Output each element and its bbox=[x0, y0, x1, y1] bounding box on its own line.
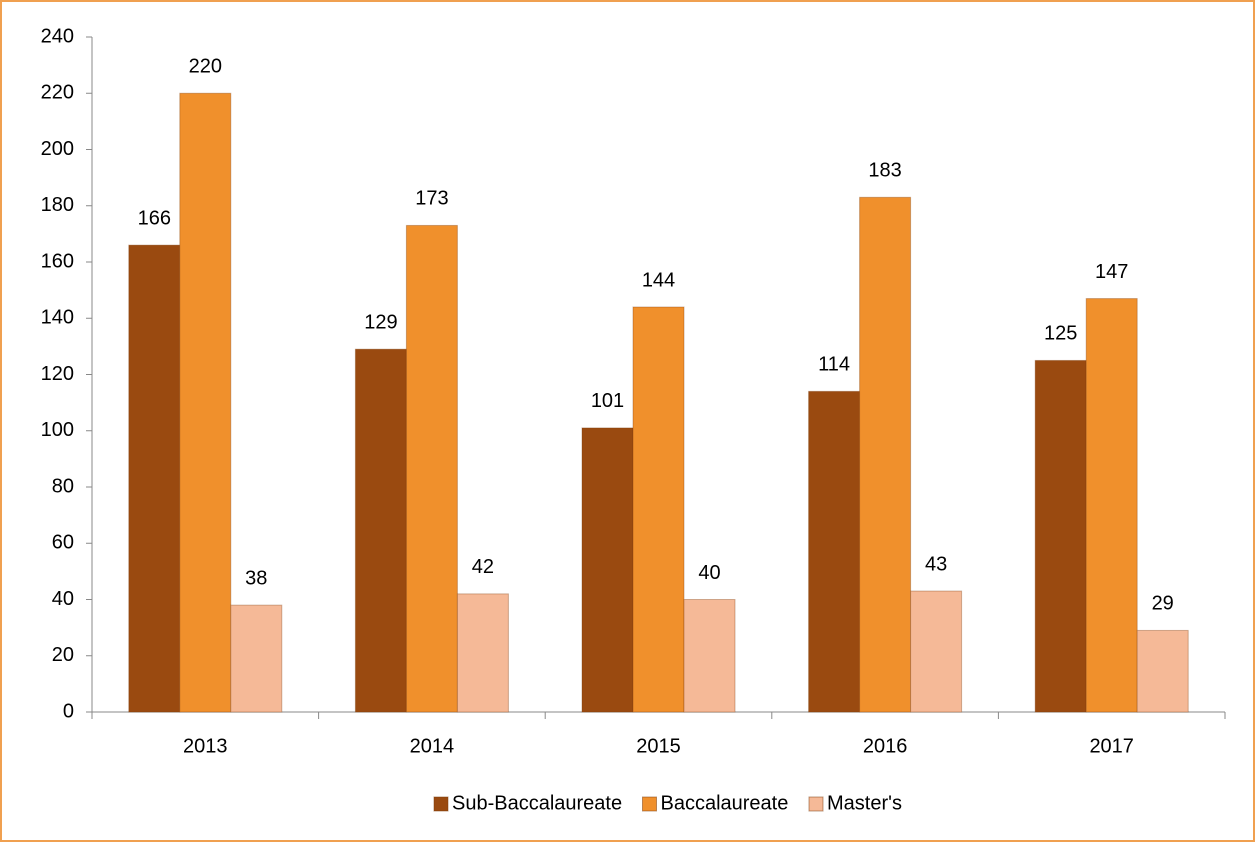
data-label: 183 bbox=[868, 160, 901, 182]
legend-label: Sub-Baccalaureate bbox=[452, 792, 622, 814]
data-label: 114 bbox=[818, 354, 850, 376]
bar bbox=[1034, 359, 1087, 713]
data-label: 38 bbox=[245, 567, 267, 589]
y-tick-label: 200 bbox=[41, 138, 74, 160]
y-tick-label: 40 bbox=[52, 588, 74, 610]
data-label: 147 bbox=[1095, 261, 1128, 283]
bar bbox=[1136, 629, 1189, 713]
bar bbox=[581, 427, 634, 713]
legend-swatch bbox=[642, 796, 657, 812]
y-tick-label: 60 bbox=[52, 532, 74, 554]
x-tick-label: 2013 bbox=[183, 735, 228, 757]
x-tick-label: 2016 bbox=[863, 735, 908, 757]
y-tick-label: 120 bbox=[41, 363, 74, 385]
data-label: 29 bbox=[1152, 593, 1174, 615]
bar bbox=[456, 593, 509, 713]
y-tick-label: 100 bbox=[41, 419, 74, 441]
bar bbox=[910, 590, 963, 713]
bar bbox=[808, 390, 861, 713]
legend-label: Baccalaureate bbox=[661, 792, 789, 814]
bar bbox=[405, 224, 458, 713]
bar bbox=[632, 306, 685, 713]
data-label: 125 bbox=[1044, 323, 1077, 345]
y-tick-label: 80 bbox=[52, 475, 74, 497]
y-tick-label: 160 bbox=[41, 250, 74, 272]
x-tick-label: 2014 bbox=[410, 735, 455, 757]
y-tick-label: 180 bbox=[41, 194, 74, 216]
data-label: 166 bbox=[138, 207, 171, 229]
legend-swatch bbox=[808, 796, 824, 812]
bar bbox=[859, 196, 912, 713]
bar bbox=[1085, 298, 1138, 713]
x-tick-label: 2015 bbox=[636, 735, 681, 757]
legend-label: Master's bbox=[827, 792, 902, 814]
bar bbox=[230, 604, 283, 713]
bar bbox=[179, 92, 232, 713]
y-tick-label: 0 bbox=[63, 700, 74, 722]
x-tick-label: 2017 bbox=[1089, 735, 1134, 757]
bar bbox=[354, 348, 407, 713]
data-label: 144 bbox=[642, 269, 675, 291]
data-label: 129 bbox=[364, 311, 397, 333]
y-tick-label: 140 bbox=[41, 307, 74, 329]
bar bbox=[128, 244, 181, 713]
data-label: 220 bbox=[189, 56, 222, 78]
y-tick-label: 20 bbox=[52, 644, 74, 666]
data-label: 101 bbox=[591, 390, 624, 412]
y-tick-label: 220 bbox=[41, 82, 74, 104]
data-label: 42 bbox=[472, 556, 494, 578]
data-label: 40 bbox=[698, 562, 720, 584]
data-label: 173 bbox=[415, 188, 448, 210]
legend-swatch bbox=[433, 796, 449, 812]
data-label: 43 bbox=[925, 553, 947, 575]
y-tick-label: 240 bbox=[41, 25, 74, 47]
bar bbox=[683, 599, 736, 713]
